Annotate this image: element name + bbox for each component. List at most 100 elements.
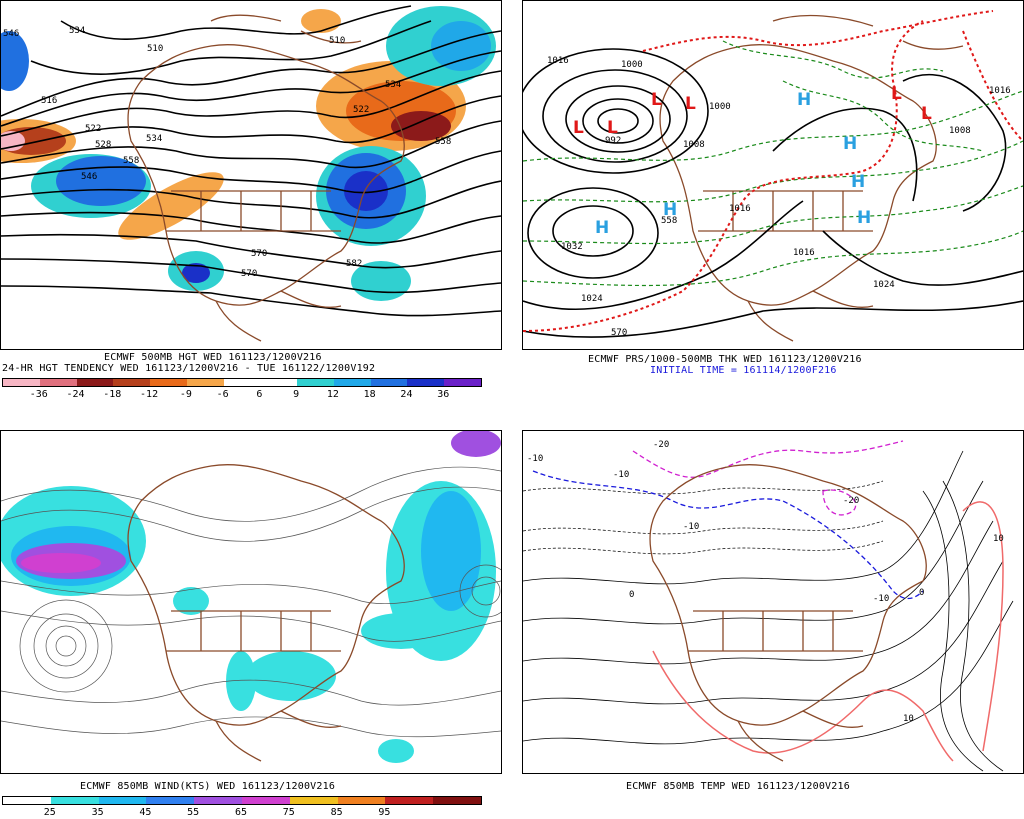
svg-text:546: 546 bbox=[81, 172, 97, 182]
map-500mb-height: 546 534 510 516 528 522 534 546 558 510 … bbox=[1, 5, 501, 342]
svg-text:-10: -10 bbox=[527, 454, 543, 464]
svg-text:570: 570 bbox=[611, 328, 627, 338]
svg-text:558: 558 bbox=[661, 216, 677, 226]
svg-text:0: 0 bbox=[629, 590, 634, 600]
map-pressure-thickness: L L L L L L H H H H H H 1016 1000 992 10… bbox=[523, 10, 1023, 342]
colorbar-tick-label: -9 bbox=[179, 389, 192, 400]
svg-text:582: 582 bbox=[346, 259, 362, 269]
colorbar-swatch bbox=[113, 379, 151, 386]
svg-text:570: 570 bbox=[251, 249, 267, 259]
wind-shading bbox=[1, 431, 501, 763]
pressure-centers: L L L L L L H H H H H H bbox=[573, 84, 932, 238]
colorbar-swatch bbox=[146, 797, 195, 804]
panel-sea-level-pressure: L L L L L L H H H H H H 1016 1000 992 10… bbox=[522, 0, 1024, 350]
colorbar-swatch bbox=[260, 379, 298, 386]
colorbar-tick-label: 25 bbox=[43, 807, 56, 818]
svg-text:-20: -20 bbox=[653, 440, 669, 450]
colorbar-tick-label: -24 bbox=[66, 389, 85, 400]
svg-text:1016: 1016 bbox=[547, 56, 569, 66]
svg-text:-10: -10 bbox=[683, 522, 699, 532]
low-center: L bbox=[651, 90, 662, 110]
coastlines bbox=[659, 14, 964, 342]
colorbar-tick-label: 36 bbox=[437, 389, 450, 400]
high-center: H bbox=[843, 134, 857, 154]
svg-text:1032: 1032 bbox=[561, 242, 583, 252]
svg-text:-20: -20 bbox=[843, 496, 859, 506]
svg-text:516: 516 bbox=[41, 96, 57, 106]
high-center: H bbox=[797, 90, 811, 110]
svg-text:510: 510 bbox=[329, 36, 345, 46]
colorbar-swatch bbox=[3, 379, 40, 386]
colorbar-wind-speed bbox=[2, 796, 482, 805]
colorbar-swatch bbox=[150, 379, 187, 386]
caption-850mb-wind: ECMWF 850MB WIND(KTS) WED 161123/1200V21… bbox=[80, 781, 336, 792]
colorbar-tick-label: -18 bbox=[103, 389, 122, 400]
panel-500mb-height: 546 534 510 516 528 522 534 546 558 510 … bbox=[0, 0, 502, 350]
contour-labels: 546 534 510 516 528 522 534 546 558 510 … bbox=[3, 26, 451, 279]
isotherms-dashed bbox=[523, 480, 884, 555]
panel-850mb-temperature: -20 -10 -10 -10 0 10 10 -20 0 -10 bbox=[522, 430, 1024, 774]
svg-text:1008: 1008 bbox=[949, 126, 971, 136]
colorbar-tick-label: -6 bbox=[216, 389, 229, 400]
svg-text:1000: 1000 bbox=[621, 60, 643, 70]
svg-text:1016: 1016 bbox=[729, 204, 751, 214]
low-center: L bbox=[685, 94, 696, 114]
caption-500mb-tendency: 24-HR HGT TENDENCY WED 161123/1200V216 -… bbox=[2, 363, 376, 374]
panel-850mb-wind bbox=[0, 430, 502, 774]
svg-text:-10: -10 bbox=[613, 470, 629, 480]
svg-text:1024: 1024 bbox=[581, 294, 603, 304]
colorbar-tick-label: 95 bbox=[378, 807, 391, 818]
contour-labels: -20 -10 -10 -10 0 10 10 -20 0 -10 bbox=[527, 440, 1004, 724]
low-center: L bbox=[573, 118, 584, 138]
isotherm-minus10 bbox=[532, 470, 924, 600]
colorbar-tick-label: 18 bbox=[363, 389, 376, 400]
coastlines bbox=[127, 14, 405, 342]
colorbar-swatch bbox=[241, 797, 290, 804]
isotherm-minus20 bbox=[632, 440, 904, 516]
colorbar-swatch bbox=[289, 797, 338, 804]
colorbar-swatch bbox=[98, 797, 147, 804]
svg-text:546: 546 bbox=[3, 29, 19, 39]
low-center: L bbox=[891, 84, 902, 104]
svg-text:522: 522 bbox=[353, 105, 369, 115]
svg-text:992: 992 bbox=[605, 136, 621, 146]
svg-text:1000: 1000 bbox=[709, 102, 731, 112]
svg-text:522: 522 bbox=[85, 124, 101, 134]
svg-text:534: 534 bbox=[385, 80, 401, 90]
freezing-thickness-lines bbox=[523, 10, 1023, 332]
tendency-shading bbox=[1, 6, 496, 301]
svg-text:558: 558 bbox=[123, 156, 139, 166]
height-contours bbox=[1, 5, 501, 317]
low-center: L bbox=[921, 104, 932, 124]
colorbar-tick-label: 55 bbox=[187, 807, 200, 818]
high-center: H bbox=[595, 218, 609, 238]
svg-text:510: 510 bbox=[147, 44, 163, 54]
svg-text:1024: 1024 bbox=[873, 280, 895, 290]
contour-labels: 1016 1000 992 1008 1000 1016 1032 1024 1… bbox=[547, 56, 1011, 338]
svg-text:10: 10 bbox=[993, 534, 1004, 544]
high-center: H bbox=[857, 208, 871, 228]
colorbar-tick-label: -12 bbox=[140, 389, 159, 400]
streamlines bbox=[1, 466, 501, 738]
colorbar-swatch bbox=[370, 379, 408, 386]
thickness-contours bbox=[523, 40, 1023, 287]
colorbar-swatch bbox=[50, 797, 99, 804]
coastlines bbox=[127, 464, 405, 762]
colorbar-swatch bbox=[194, 797, 242, 804]
colorbar-tick-label: 6 bbox=[256, 389, 263, 400]
svg-text:1016: 1016 bbox=[989, 86, 1011, 96]
colorbar-swatch bbox=[223, 379, 261, 386]
colorbar-swatch bbox=[337, 797, 386, 804]
colorbar-swatch bbox=[297, 379, 334, 386]
high-center: H bbox=[663, 200, 677, 220]
colorbar-tick-label: 65 bbox=[234, 807, 248, 818]
svg-text:558: 558 bbox=[435, 137, 451, 147]
colorbar-tick-label: 24 bbox=[400, 389, 413, 400]
coastlines bbox=[649, 464, 927, 762]
colorbar-swatch bbox=[333, 379, 371, 386]
svg-text:534: 534 bbox=[146, 134, 162, 144]
map-850mb-wind bbox=[1, 431, 501, 763]
colorbar-height-tendency bbox=[2, 378, 482, 387]
caption-850mb-temperature: ECMWF 850MB TEMP WED 161123/1200V216 bbox=[626, 781, 850, 792]
colorbar-tick-label: 9 bbox=[293, 389, 300, 400]
